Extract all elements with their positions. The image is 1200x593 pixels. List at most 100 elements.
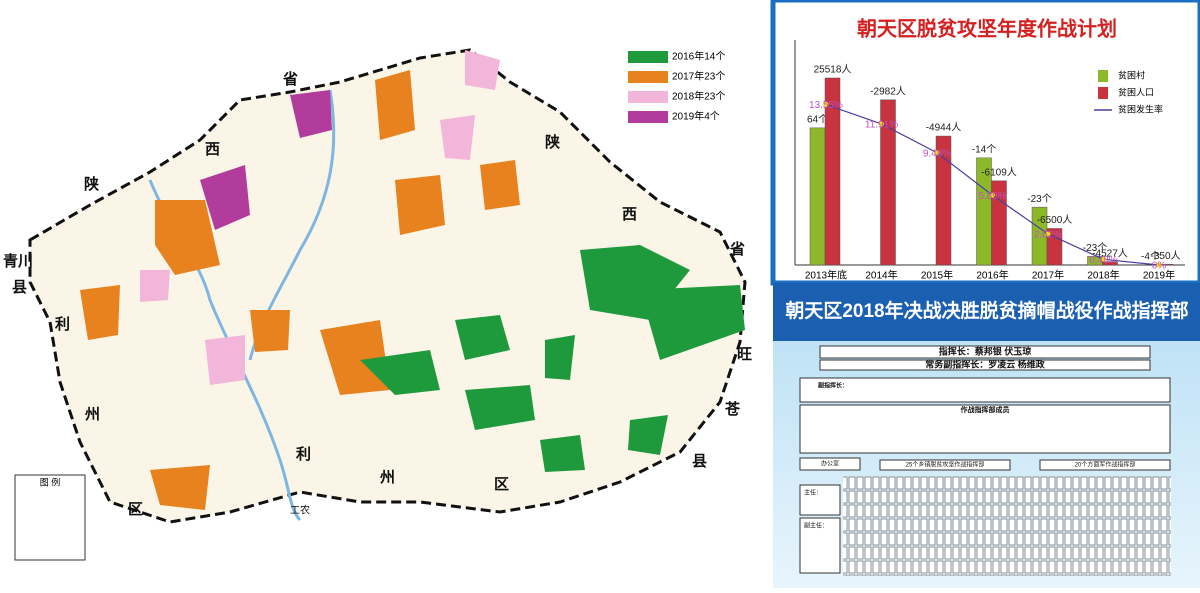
legend-swatch — [628, 51, 668, 63]
map-label: 苍 — [724, 400, 741, 418]
box — [1039, 459, 1171, 471]
legend-swatch — [628, 111, 668, 123]
map-label: 利 — [55, 315, 70, 333]
region — [640, 285, 745, 360]
org-chart: 指挥长：蔡邦银 伏玉琼 常务副指挥长：罗凌云 杨维政 副指挥长： 作战指挥部成员… — [799, 345, 1171, 576]
rate-point — [879, 121, 884, 127]
rate-point — [934, 150, 940, 156]
bar — [880, 99, 896, 266]
region — [628, 415, 668, 455]
box — [799, 404, 1171, 454]
map-label: 旺 — [737, 346, 752, 363]
box — [879, 459, 1011, 471]
rate-label: 9.48% — [923, 148, 951, 159]
x-tick-label: 2013年底 — [805, 269, 847, 282]
region — [200, 165, 250, 230]
rate-label: 0.48% — [1089, 255, 1117, 266]
map-label: 区 — [128, 501, 143, 518]
org-text: 常务副指挥长：罗凌云 杨维政 — [925, 358, 1046, 369]
bar-label: -2982人 — [870, 85, 906, 97]
bar — [809, 127, 826, 266]
box — [819, 345, 1151, 359]
org-text: 主任： — [804, 489, 822, 497]
legend-label: 贫困人口 — [1118, 86, 1154, 97]
bar-label: -23个 — [1027, 193, 1051, 205]
rate-point — [1045, 231, 1051, 237]
unit-grid — [843, 476, 1171, 576]
region — [440, 115, 475, 160]
box — [799, 377, 1171, 403]
bar — [935, 135, 952, 266]
x-tick-label: 2014年 — [865, 269, 897, 282]
district-border — [28, 48, 747, 524]
org-text: 20个方面军作战指挥部 — [1075, 461, 1136, 469]
x-tick-label: 2016年 — [976, 269, 1008, 282]
box — [799, 517, 841, 574]
map: 省 西 陕 陕 西 省 利 州 区 利 州 区 旺 苍 县 青川 县 工农 图 … — [3, 48, 752, 561]
rate-point — [823, 102, 829, 108]
map-label: 西 — [622, 206, 637, 223]
region — [150, 465, 210, 510]
bar-label: 64个 — [807, 113, 828, 125]
region — [455, 315, 510, 360]
bar-label: -23个 — [1083, 242, 1107, 254]
org-text: 副指挥长： — [818, 382, 848, 390]
map-key — [14, 474, 86, 561]
region — [320, 320, 390, 395]
rate-label: 5.89% — [978, 191, 1006, 202]
org-header — [773, 283, 1200, 341]
map-label: 州 — [84, 406, 100, 423]
bar-label: -4527人 — [1092, 247, 1128, 259]
map-label: 省 — [729, 240, 745, 258]
region — [155, 200, 220, 275]
org-text: 指挥长：蔡邦银 伏玉琼 — [939, 345, 1032, 356]
map-label: 区 — [494, 476, 509, 493]
legend-swatch — [628, 91, 668, 103]
legend-swatch — [1098, 70, 1108, 82]
region — [375, 70, 415, 140]
org-title: 朝天区2018年决战决胜脱贫摘帽战役作战指挥部 — [785, 299, 1188, 322]
region — [480, 160, 520, 210]
box — [799, 457, 861, 471]
map-label: 县 — [692, 453, 707, 470]
legend-label: 2019年4个 — [672, 110, 720, 123]
box — [819, 359, 1151, 371]
rate-label: 13.55% — [809, 100, 843, 111]
legend-label: 贫困村 — [1118, 69, 1145, 80]
bar-label: -14个 — [972, 143, 996, 155]
legend-swatch — [1098, 87, 1108, 99]
map-label: 县 — [12, 279, 27, 296]
region — [360, 350, 440, 395]
rate-point — [1101, 256, 1106, 262]
map-legend: 2016年14个 2017年23个 2018年23个 2019年4个 — [628, 50, 725, 123]
map-label: 利 — [296, 445, 311, 463]
rate-point — [990, 192, 995, 198]
legend-swatch — [628, 71, 668, 83]
region — [545, 335, 575, 380]
region — [250, 310, 290, 352]
bar-label: -6500人 — [1037, 214, 1073, 226]
x-tick-label: 2015年 — [921, 269, 953, 282]
org-text: 作战指挥部成员 — [961, 405, 1010, 414]
bar-label: -4944人 — [926, 122, 962, 134]
map-label: 州 — [379, 469, 395, 486]
bar — [1102, 261, 1118, 266]
region — [540, 435, 585, 472]
x-tick-label: 2019年 — [1143, 269, 1175, 282]
bar-label: -4个 — [1141, 251, 1160, 263]
map-label: 工农 — [290, 504, 310, 517]
bar-label: 25518人 — [814, 64, 852, 76]
legend-label: 贫困发生率 — [1118, 103, 1163, 114]
bar — [1046, 228, 1063, 266]
org-text: 25个乡镇脱贫攻坚作战指挥部 — [906, 461, 985, 469]
rate-label: 2.62% — [1034, 230, 1062, 241]
box — [799, 484, 841, 516]
org-text: 副主任： — [804, 522, 828, 530]
map-label: 陕 — [84, 175, 99, 193]
bar-label: -6109人 — [981, 166, 1017, 178]
region — [205, 335, 245, 385]
legend-label: 2017年23个 — [672, 70, 725, 83]
chart-title: 朝天区脱贫攻坚年度作战计划 — [857, 16, 1117, 40]
bar-label: -350人 — [1150, 250, 1180, 262]
